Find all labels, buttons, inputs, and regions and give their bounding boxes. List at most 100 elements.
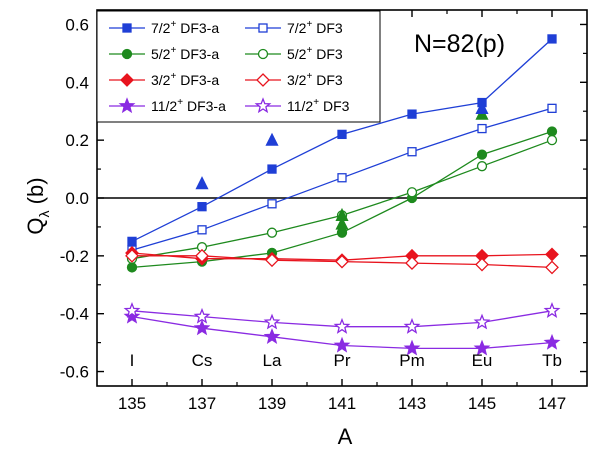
legend-marker: [120, 73, 134, 87]
data-point: [546, 135, 558, 146]
series-line: [131, 130, 553, 269]
series-3-2-df3: [125, 248, 559, 275]
legend-item: 3/2+ DF3-a: [109, 71, 219, 88]
legend-method: DF3: [319, 98, 350, 114]
data-point: [263, 328, 281, 344]
legend-marker: [256, 73, 270, 87]
legend-parity: +: [306, 71, 312, 82]
data-point: [476, 161, 488, 172]
legend-parity: +: [313, 97, 319, 108]
legend-method: DF3-a: [176, 46, 219, 62]
data-point: [337, 129, 347, 140]
x-tick-label: 141: [328, 394, 356, 413]
y-tick-label: -0.4: [60, 305, 89, 324]
data-point: [266, 227, 278, 238]
data-point: [476, 149, 488, 160]
legend-state: 7/2: [287, 20, 307, 36]
element-label: Pm: [399, 351, 425, 370]
legend-label: 3/2+ DF3: [287, 71, 343, 88]
data-point: [547, 34, 557, 44]
y-axis-label: Qλ (b): [23, 177, 52, 234]
y-tick-label: 0.2: [65, 131, 89, 150]
y-tick-label: -0.2: [60, 247, 89, 266]
legend-parity: +: [170, 45, 176, 56]
series-11-2-df3a: [123, 307, 561, 356]
data-point: [546, 126, 558, 137]
data-point: [123, 302, 141, 318]
y-axis-label-subscript: λ: [36, 210, 52, 217]
data-point: [407, 109, 417, 119]
legend-label: 7/2+ DF3: [287, 19, 343, 36]
data-point: [335, 254, 349, 269]
element-label: Eu: [472, 351, 493, 370]
series-line: [131, 139, 553, 260]
legend-state: 3/2: [151, 72, 171, 88]
legend-item: 7/2+ DF3: [245, 19, 343, 36]
legend-item: 3/2+ DF3: [245, 71, 343, 88]
legend-state: 5/2: [287, 46, 307, 62]
legend-item: 11/2+ DF3-a: [109, 97, 226, 114]
legend-parity: +: [170, 71, 176, 82]
legend-label: 3/2+ DF3-a: [151, 71, 219, 88]
y-axis-label-main: Q: [23, 217, 48, 234]
y-tick-label: -0.6: [60, 363, 89, 382]
data-point: [477, 123, 487, 134]
legend-item: 5/2+ DF3-a: [109, 45, 219, 62]
legend-marker: [258, 23, 268, 33]
element-label: Cs: [192, 351, 213, 370]
x-tick-label: 137: [188, 394, 216, 413]
experimental-point: [475, 100, 489, 114]
legend-method: DF3: [312, 46, 343, 62]
data-point: [545, 247, 559, 262]
series-5-2-df3a: [126, 126, 558, 273]
data-point: [126, 262, 138, 273]
experimental-point: [335, 216, 349, 230]
legend-method: DF3-a: [176, 72, 219, 88]
element-label: Tb: [542, 351, 562, 370]
x-tick-label: 143: [398, 394, 426, 413]
legend-state: 3/2: [287, 72, 307, 88]
series-5-2-df3: [126, 135, 558, 264]
chart-title: N=82(p): [414, 30, 505, 58]
data-point: [195, 248, 209, 263]
element-label: La: [263, 351, 282, 370]
legend-method: DF3: [312, 20, 343, 36]
legend-method: DF3-a: [183, 98, 226, 114]
element-label: Pr: [334, 351, 351, 370]
data-point: [403, 317, 421, 334]
data-point: [403, 339, 421, 356]
data-point: [267, 164, 277, 174]
legend-method: DF3: [312, 72, 343, 88]
data-point: [333, 336, 351, 353]
x-tick-label: 139: [258, 394, 286, 413]
legend-marker: [118, 97, 136, 114]
experimental-point: [265, 132, 279, 146]
legend-parity: +: [177, 97, 183, 108]
element-labels: I Cs La Pr Pm Eu Tb: [130, 351, 562, 370]
legend-state: 5/2: [151, 46, 171, 62]
data-point: [125, 248, 139, 263]
data-point: [267, 199, 277, 209]
legend-state: 11/2: [287, 98, 313, 114]
data-point: [197, 202, 207, 212]
data-point: [473, 313, 491, 330]
y-tick-label: 0.0: [65, 189, 89, 208]
data-point: [543, 333, 561, 350]
data-point: [405, 256, 419, 270]
axis-ticks: 135 137 139 141 143 145 147 -0.6 -0.4 -0.2 0.0 0.2 0…: [60, 10, 587, 413]
legend-label: 11/2+ DF3-a: [151, 97, 226, 114]
x-tick-label: 147: [538, 394, 566, 413]
x-tick-label: 145: [468, 394, 496, 413]
data-point: [193, 307, 211, 324]
series-11-2-df3: [123, 302, 561, 334]
legend-state: 7/2: [151, 20, 171, 36]
x-tick-label: 135: [118, 394, 146, 413]
legend-item: 11/2+ DF3: [245, 97, 350, 114]
legend-marker: [121, 48, 133, 60]
legend-state: 11/2: [151, 98, 177, 114]
data-point: [127, 236, 137, 247]
element-label: I: [130, 351, 135, 370]
y-tick-label: 0.4: [65, 73, 89, 92]
